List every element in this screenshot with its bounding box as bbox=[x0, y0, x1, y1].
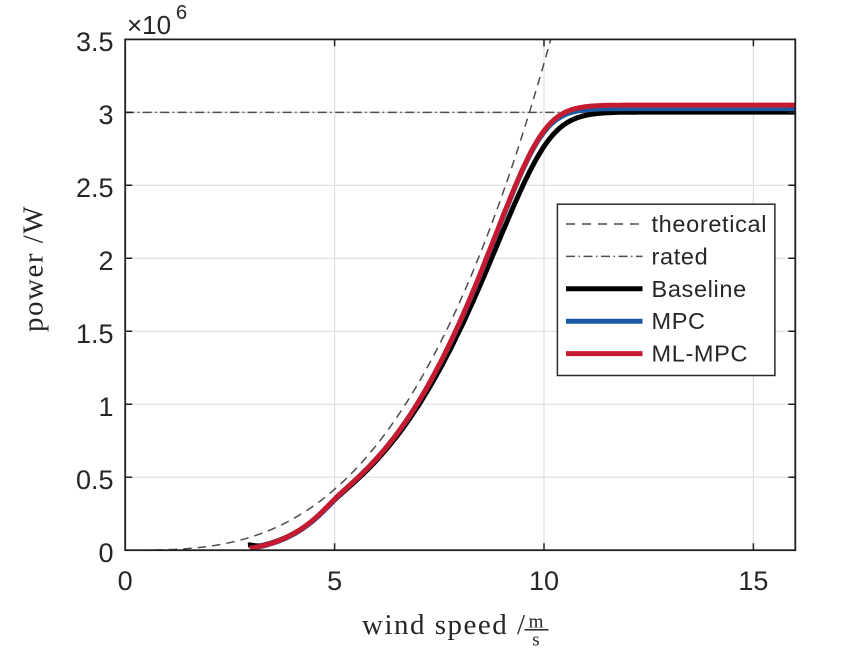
svg-text:0.5: 0.5 bbox=[76, 465, 114, 495]
svg-text:1: 1 bbox=[98, 392, 113, 422]
svg-text:s: s bbox=[532, 630, 539, 651]
svg-text:0: 0 bbox=[118, 566, 133, 596]
svg-text:6: 6 bbox=[176, 2, 187, 24]
svg-text:m: m bbox=[529, 612, 544, 633]
svg-text:2.5: 2.5 bbox=[76, 173, 114, 203]
svg-text:MPC: MPC bbox=[652, 308, 706, 334]
svg-text:theoretical: theoretical bbox=[652, 211, 768, 237]
svg-text:wind speed /: wind speed / bbox=[362, 609, 527, 641]
svg-text:10: 10 bbox=[529, 566, 559, 596]
svg-text:ML-MPC: ML-MPC bbox=[652, 341, 749, 367]
svg-text:3: 3 bbox=[98, 100, 113, 130]
svg-text:×10: ×10 bbox=[127, 10, 171, 40]
svg-text:rated: rated bbox=[652, 243, 709, 269]
svg-text:Baseline: Baseline bbox=[652, 276, 747, 302]
svg-text:1.5: 1.5 bbox=[76, 319, 114, 349]
svg-text:0: 0 bbox=[98, 538, 113, 568]
svg-text:3.5: 3.5 bbox=[76, 27, 114, 57]
svg-text:5: 5 bbox=[327, 566, 342, 596]
svg-text:power /W: power /W bbox=[18, 205, 50, 332]
svg-text:2: 2 bbox=[98, 246, 113, 276]
svg-text:15: 15 bbox=[738, 566, 768, 596]
